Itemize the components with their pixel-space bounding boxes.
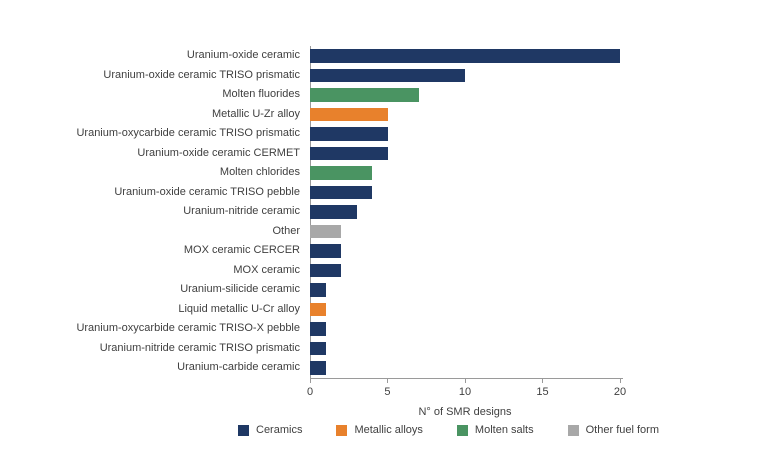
axis-tick-mark xyxy=(619,378,621,383)
category-label: Uranium-oxycarbide ceramic TRISO-X pebbl… xyxy=(76,322,300,335)
category-label: Uranium-oxide ceramic TRISO prismatic xyxy=(103,68,300,81)
bar-row: Uranium-oxycarbide ceramic TRISO prismat… xyxy=(0,124,758,144)
legend-swatch-icon xyxy=(336,424,348,436)
chart-legend: Ceramics Metallic alloys Molten salts Other… xyxy=(238,424,659,436)
bar xyxy=(310,361,326,375)
bar xyxy=(310,185,372,199)
bar-track xyxy=(310,107,620,121)
bar-track xyxy=(310,302,620,316)
bar-track xyxy=(310,244,620,258)
bar-rows: Uranium-oxide ceramic Uranium-oxide ceram… xyxy=(0,46,758,378)
bar-track xyxy=(310,361,620,375)
legend-item-molten-salts: Molten salts xyxy=(456,424,534,436)
bar-row: Uranium-oxide ceramic xyxy=(0,46,758,66)
bar-row: Liquid metallic U-Cr alloy xyxy=(0,300,758,320)
axis-tick-label: 0 xyxy=(306,385,314,398)
legend-swatch-icon xyxy=(456,424,468,436)
bar xyxy=(310,127,388,141)
bar-track xyxy=(310,224,620,238)
bar-row: Uranium-carbide ceramic xyxy=(0,358,758,378)
bar xyxy=(310,107,388,121)
category-label: Uranium-silicide ceramic xyxy=(180,283,300,296)
bar-row: Other xyxy=(0,222,758,242)
category-label: MOX ceramic xyxy=(233,263,300,276)
bar xyxy=(310,263,341,277)
bar-row: MOX ceramic xyxy=(0,261,758,281)
bar xyxy=(310,166,372,180)
bar xyxy=(310,205,357,219)
axis-tick-mark xyxy=(464,378,466,383)
category-label: Uranium-nitride ceramic xyxy=(183,205,300,218)
bar-chart: Uranium-oxide ceramic Uranium-oxide ceram… xyxy=(0,46,758,419)
legend-item-other-fuel-form: Other fuel form xyxy=(567,424,659,436)
legend-label: Ceramics xyxy=(256,424,303,436)
category-label: Uranium-nitride ceramic TRISO prismatic xyxy=(99,341,300,354)
bar-row: Uranium-silicide ceramic xyxy=(0,280,758,300)
bar-row: MOX ceramic CERCER xyxy=(0,241,758,261)
x-axis-title: N° of SMR designs xyxy=(418,405,512,418)
legend-label: Other fuel form xyxy=(585,424,659,436)
bar xyxy=(310,146,388,160)
axis-tick-mark xyxy=(310,378,311,383)
bar-row: Molten fluorides xyxy=(0,85,758,105)
category-label: Uranium-oxide ceramic CERMET xyxy=(137,146,300,159)
bar xyxy=(310,283,326,297)
bar xyxy=(310,341,326,355)
bar xyxy=(310,302,326,316)
legend-swatch-icon xyxy=(567,424,579,436)
bar-row: Uranium-oxide ceramic TRISO pebble xyxy=(0,183,758,203)
bar xyxy=(310,88,419,102)
bar xyxy=(310,49,620,63)
bar xyxy=(310,224,341,238)
bar-track xyxy=(310,68,620,82)
axis-tick-label: 5 xyxy=(384,385,391,398)
category-label: Other xyxy=(272,224,300,237)
category-label: Uranium-oxide ceramic TRISO pebble xyxy=(114,185,300,198)
bar-track xyxy=(310,205,620,219)
axis-tick-mark xyxy=(387,378,389,383)
bar-track xyxy=(310,263,620,277)
bar-row: Uranium-nitride ceramic xyxy=(0,202,758,222)
legend-swatch-icon xyxy=(238,424,249,436)
category-label: MOX ceramic CERCER xyxy=(183,244,300,257)
bar-track xyxy=(310,283,620,297)
bar-row: Metallic U-Zr alloy xyxy=(0,105,758,125)
bar-row: Uranium-oxide ceramic TRISO prismatic xyxy=(0,66,758,86)
bar-track xyxy=(310,127,620,141)
legend-label: Molten salts xyxy=(474,424,534,436)
bar-track xyxy=(310,88,620,102)
category-label: Uranium-carbide ceramic xyxy=(177,361,300,374)
bar-track xyxy=(310,49,620,63)
bar-row: Uranium-oxide ceramic CERMET xyxy=(0,144,758,164)
bar xyxy=(310,68,465,82)
bar-track xyxy=(310,341,620,355)
bar xyxy=(310,244,341,258)
axis-tick-label: 15 xyxy=(536,385,549,398)
legend-item-ceramics: Ceramics xyxy=(238,424,302,436)
axis-tick-label: 20 xyxy=(613,385,627,398)
value-axis: N° of SMR designs 0 5 10 15 20 xyxy=(306,377,627,419)
category-label: Uranium-oxide ceramic xyxy=(186,49,300,62)
bar-row: Uranium-nitride ceramic TRISO prismatic xyxy=(0,339,758,359)
axis-tick-label: 10 xyxy=(458,385,472,398)
bar-row: Uranium-oxycarbide ceramic TRISO-X pebbl… xyxy=(0,319,758,339)
category-label: Molten chlorides xyxy=(219,166,300,179)
axis-tick-mark xyxy=(542,378,544,383)
category-label: Liquid metallic U-Cr alloy xyxy=(178,302,300,315)
category-label: Molten fluorides xyxy=(222,88,300,101)
category-label: Uranium-oxycarbide ceramic TRISO prismat… xyxy=(76,127,300,140)
bar-row: Molten chlorides xyxy=(0,163,758,183)
bar-track xyxy=(310,322,620,336)
bar-track xyxy=(310,146,620,160)
legend-label: Metallic alloys xyxy=(354,424,423,436)
bar-track xyxy=(310,166,620,180)
category-label: Metallic U-Zr alloy xyxy=(211,107,300,120)
bar xyxy=(310,322,326,336)
bar-track xyxy=(310,185,620,199)
legend-item-metallic-alloys: Metallic alloys xyxy=(336,424,423,436)
